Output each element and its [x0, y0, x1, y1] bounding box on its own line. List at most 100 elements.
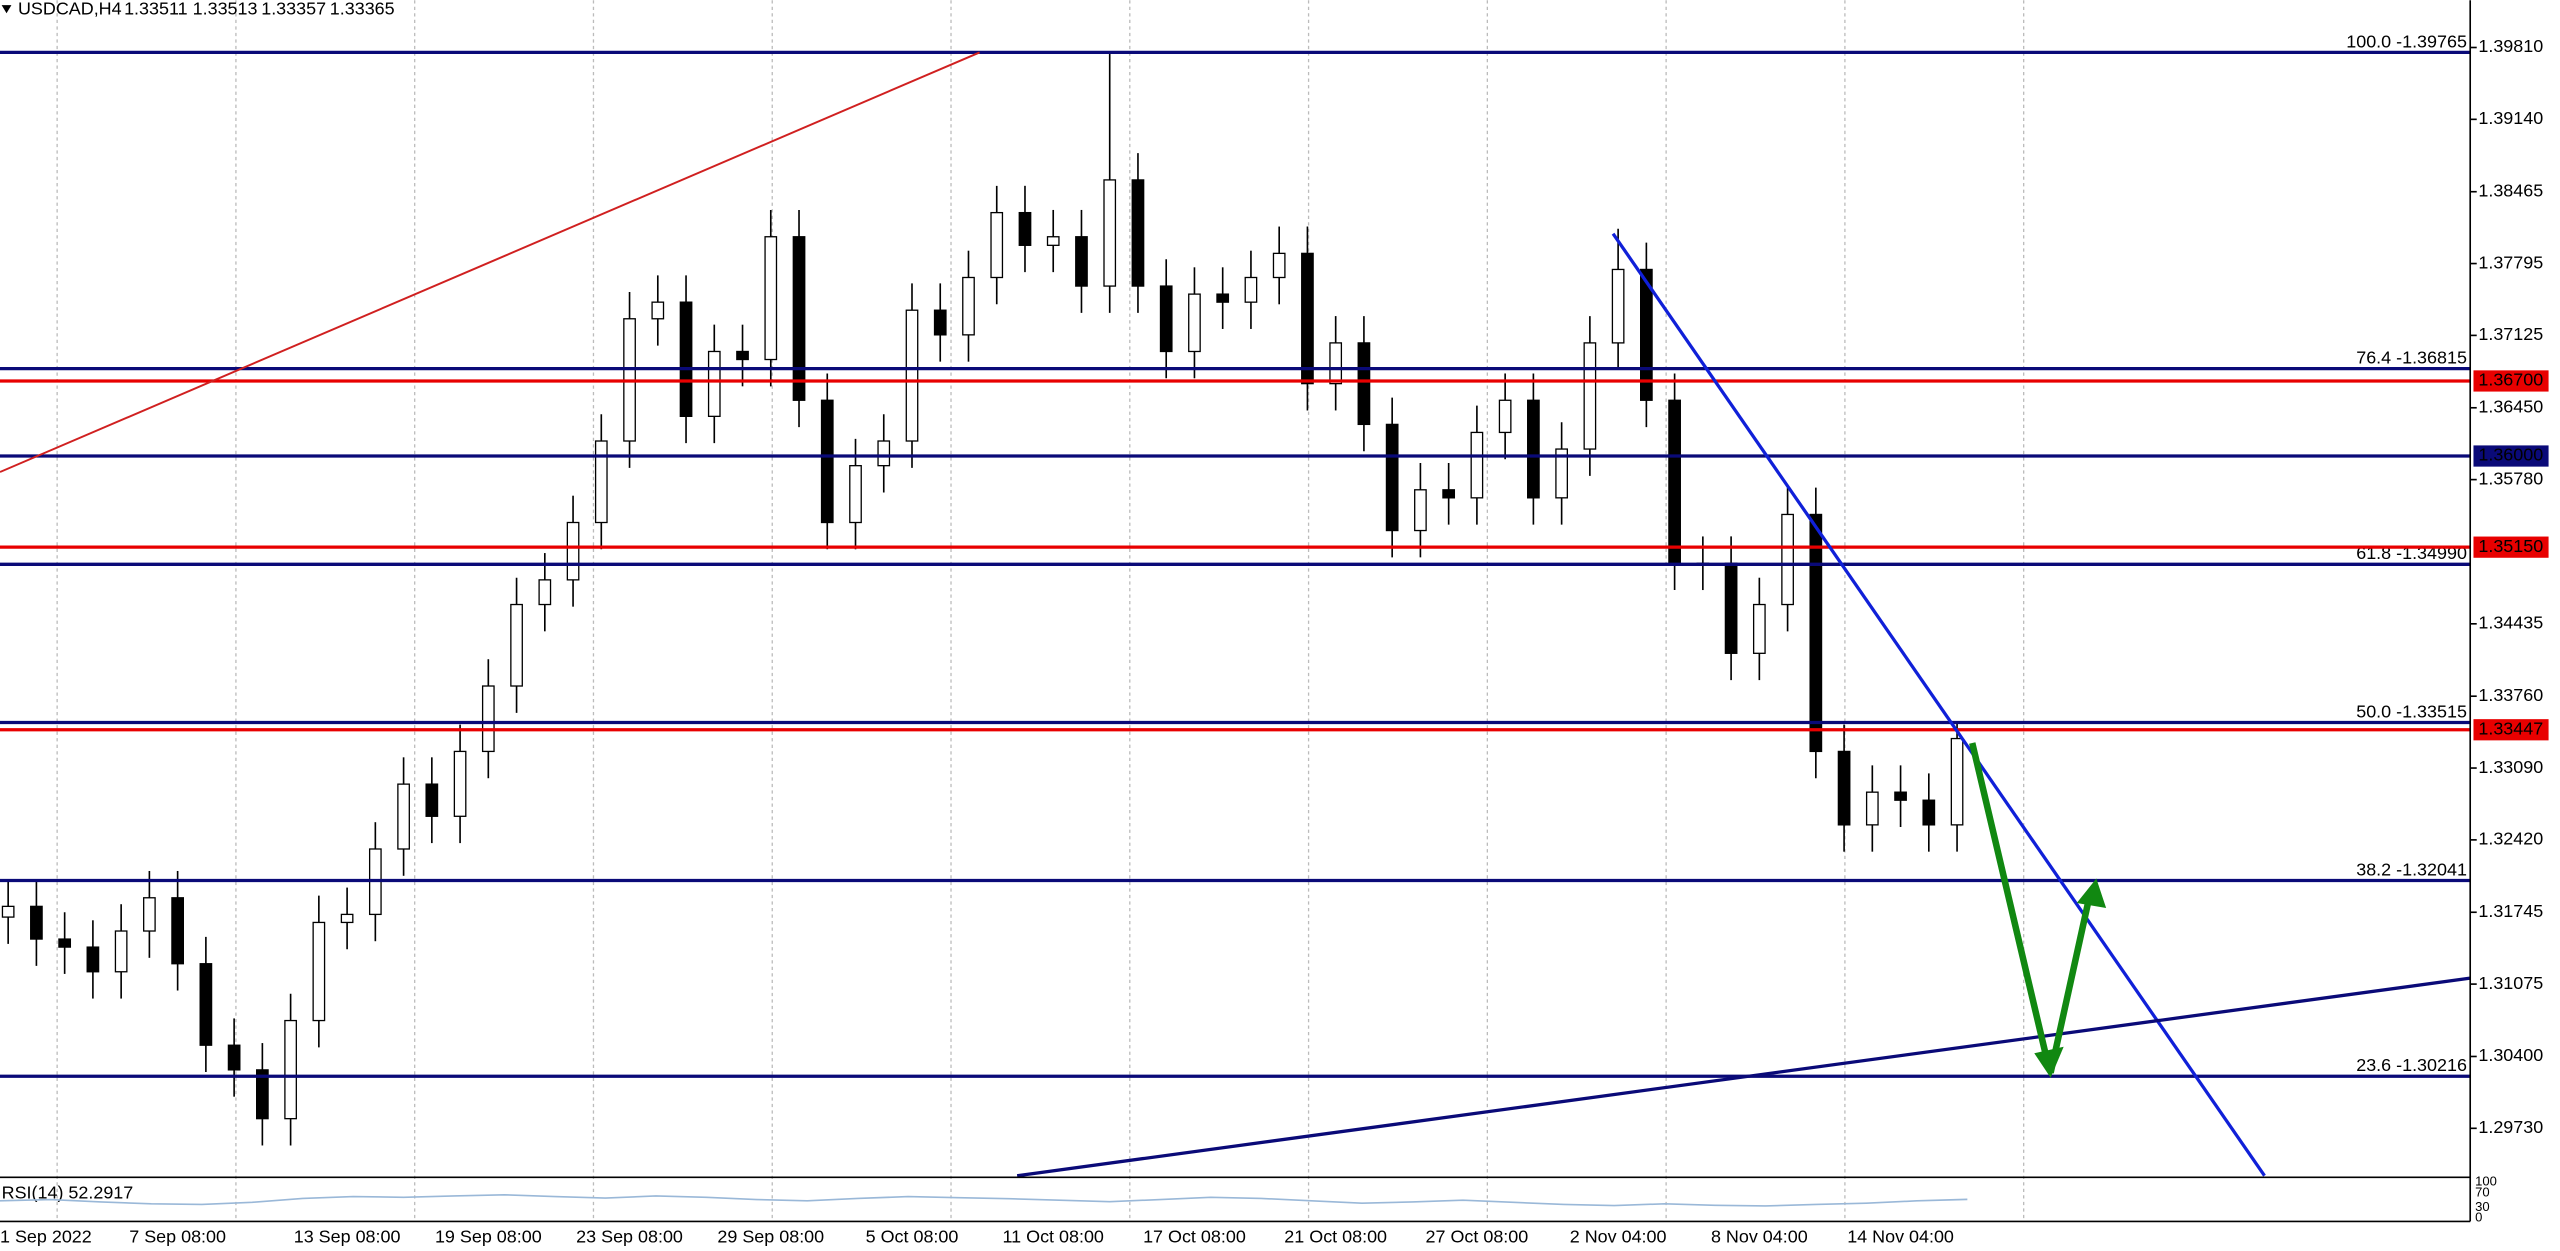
fib-label: 76.4 -1.36815: [2356, 348, 2467, 368]
price-box-label: 1.36700: [2478, 370, 2543, 390]
candle-body: [114, 930, 128, 973]
candle-body: [962, 276, 975, 336]
candle-body: [1385, 423, 1399, 532]
candle-body: [905, 309, 919, 442]
arrow-up: [2047, 894, 2093, 1074]
y-tick-label: 1.35780: [2478, 468, 2543, 488]
candle-body: [792, 236, 806, 401]
candle-body: [171, 897, 185, 965]
quote-high: 1.33513: [193, 0, 258, 19]
price-box-label: 1.35150: [2478, 536, 2543, 556]
candle-body: [481, 685, 495, 753]
rsi-tick-label: 0: [2475, 1210, 2482, 1225]
candle-body: [397, 783, 410, 850]
candle-body: [58, 938, 72, 948]
y-tick-label: 1.39810: [2478, 36, 2543, 56]
y-tick-label: 1.37125: [2478, 324, 2543, 344]
price-box: [2473, 445, 2549, 467]
support-line: [1016, 976, 2471, 1178]
price-axis: 1.39810 1.39140 1.38465 1.37795 1.37125 1.364…: [0, 0, 2549, 1223]
fib-label: 100.0 -1.39765: [2346, 31, 2467, 51]
candle-body: [1527, 399, 1540, 499]
candle-body: [1216, 293, 1230, 303]
candle-body: [566, 521, 580, 581]
candle-body: [736, 350, 749, 361]
candle-body: [538, 579, 552, 606]
candle-body: [1470, 431, 1484, 499]
x-tick-label: 5 Oct 08:00: [866, 1226, 959, 1246]
quote-low: 1.33357: [261, 0, 326, 19]
x-tick-label: 21 Oct 08:00: [1284, 1226, 1387, 1246]
price-box-label: 1.36000: [2478, 445, 2543, 465]
candle-body: [820, 399, 834, 524]
x-tick-label: 19 Sep 08:00: [435, 1226, 542, 1246]
candle-body: [30, 905, 43, 940]
x-tick-label: 13 Sep 08:00: [294, 1226, 401, 1246]
rsi-line: [0, 1193, 1968, 1207]
candle-body: [1752, 603, 1766, 654]
quote-close: 1.33365: [330, 0, 395, 19]
candle-body: [849, 465, 862, 524]
candle-body: [284, 1019, 297, 1120]
x-tick-label: 1 Sep 2022: [0, 1226, 92, 1246]
candle-body: [1894, 791, 1907, 801]
candle-body: [877, 440, 891, 467]
y-tick-label: 1.37795: [2478, 252, 2543, 272]
rsi-label: RSI(14) 52.2917: [2, 1182, 134, 1202]
candle-body: [651, 301, 665, 320]
y-tick-label: 1.29730: [2478, 1117, 2543, 1137]
price-box: [2473, 719, 2549, 741]
x-tick-label: 2 Nov 04:00: [1570, 1226, 1667, 1246]
y-tick-label: 1.33090: [2478, 757, 2543, 777]
rsi-tick-label: 70: [2475, 1184, 2490, 1199]
candle-body: [1583, 342, 1597, 450]
candle-body: [1922, 799, 1936, 826]
menu-icon[interactable]: [1, 5, 12, 14]
price-box: [2473, 370, 2549, 392]
y-tick-label: 1.31745: [2478, 901, 2543, 921]
y-tick-label: 1.33760: [2478, 685, 2543, 705]
candle-body: [1950, 737, 1964, 826]
candle-body: [86, 946, 100, 973]
candle-body: [510, 603, 523, 687]
candle-body: [199, 963, 213, 1046]
x-tick-label: 8 Nov 04:00: [1711, 1226, 1808, 1246]
candle-body: [707, 350, 721, 418]
candle-body: [1668, 399, 1681, 564]
candle-body: [1018, 211, 1032, 246]
candle-body: [1075, 236, 1088, 287]
price-box-label: 1.33447: [2478, 718, 2543, 738]
y-tick-label: 1.36450: [2478, 397, 2543, 417]
x-tick-label: 27 Oct 08:00: [1426, 1226, 1529, 1246]
candle-body: [1131, 179, 1145, 287]
y-tick-label: 1.34435: [2478, 613, 2543, 633]
drawings: [0, 51, 2471, 1178]
x-tick-label: 17 Oct 08:00: [1143, 1226, 1246, 1246]
x-tick-label: 29 Sep 08:00: [717, 1226, 824, 1246]
candles: [1, 52, 1964, 1146]
rsi-tick-label: 30: [2475, 1199, 2490, 1214]
y-tick-label: 1.31075: [2478, 973, 2543, 993]
candle-body: [1046, 236, 1060, 246]
time-axis: 1 Sep 2022 7 Sep 08:00 13 Sep 08:00 19 Sep …: [0, 1226, 1954, 1246]
candle-body: [1159, 285, 1173, 353]
price-box: [2473, 536, 2549, 558]
candle-body: [594, 440, 608, 524]
candle-body: [255, 1069, 269, 1120]
candle-body: [1809, 513, 1823, 753]
fib-label: 38.2 -1.32041: [2356, 859, 2467, 879]
trend-line-red: [0, 51, 980, 473]
trend-line-blue: [1611, 232, 2266, 1177]
candle-body: [1640, 268, 1653, 401]
candle-body: [1, 905, 15, 918]
y-tick-label: 1.30400: [2478, 1045, 2543, 1065]
arrow-down: [1969, 742, 2051, 1063]
candle-body: [764, 236, 778, 361]
candle-body: [1272, 252, 1286, 279]
candle-body: [312, 921, 326, 1022]
fib-label: 23.6 -1.30216: [2356, 1055, 2467, 1075]
